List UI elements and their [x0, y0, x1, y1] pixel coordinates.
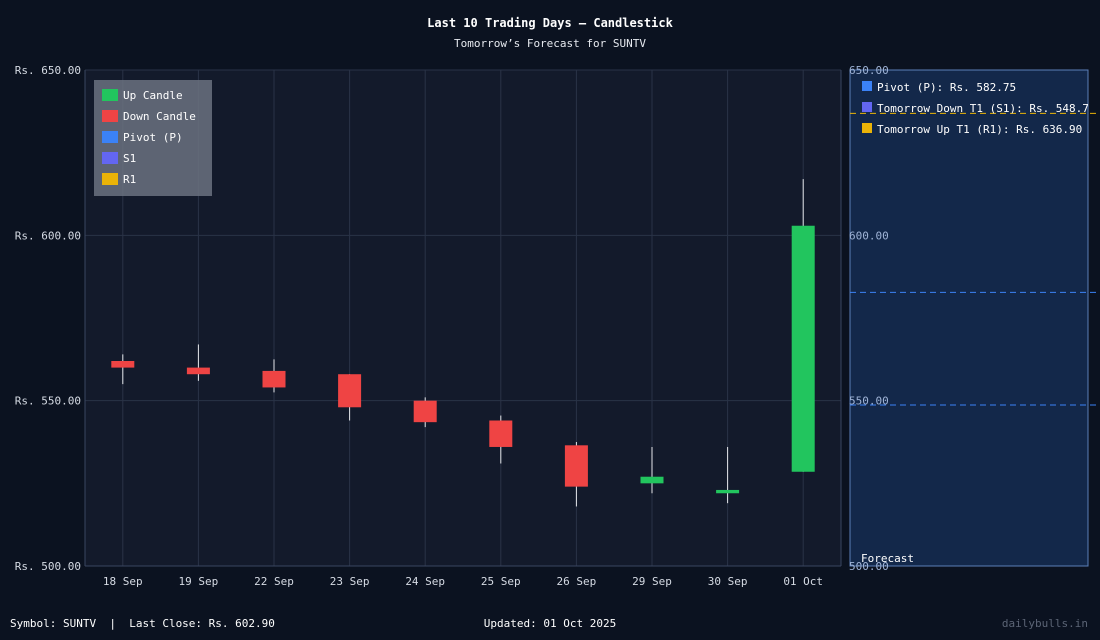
x-tick-label: 23 Sep: [330, 575, 370, 588]
forecast-legend: Pivot (P): Rs. 582.75 Tomorrow Down T1 (S…: [862, 81, 1089, 136]
y-axis-ticks: Rs. 500.00 500.00 Rs. 550.00 550.00 Rs. 600.…: [15, 64, 889, 573]
x-tick-label: 24 Sep: [405, 575, 445, 588]
forecast-r1-label: Tomorrow Up T1 (R1): Rs. 636.90: [877, 123, 1082, 136]
chart-subtitle: Tomorrow’s Forecast for SUNTV: [454, 37, 646, 50]
x-tick-label: 01 Oct: [783, 575, 823, 588]
forecast-r1-swatch: [862, 123, 872, 133]
x-axis-ticks: 18 Sep 19 Sep 22 Sep 23 Sep 24 Sep 25 Sep 26 S…: [103, 575, 823, 588]
y-tick-label-left: Rs. 500.00: [15, 560, 81, 573]
forecast-pivot-swatch: [862, 81, 872, 91]
legend: Up Candle Down Candle Pivot (P) S1 R1: [94, 80, 212, 196]
y-tick-label-left: Rs. 650.00: [15, 64, 81, 77]
up-candle-body: [716, 489, 740, 494]
legend-s1-label: S1: [123, 152, 136, 165]
y-tick-label-right: 650.00: [849, 64, 889, 77]
down-candle-body: [111, 360, 135, 368]
x-tick-label: 26 Sep: [557, 575, 597, 588]
down-candle-body: [564, 445, 588, 487]
legend-up-candle-label: Up Candle: [123, 89, 183, 102]
down-candle-body: [262, 370, 286, 388]
x-tick-label: 18 Sep: [103, 575, 143, 588]
legend-r1-label: R1: [123, 173, 136, 186]
y-tick-label-right: 500.00: [849, 560, 889, 573]
forecast-panel: [849, 69, 1089, 567]
y-tick-label-right: 550.00: [849, 395, 889, 408]
forecast-lines: [850, 112, 1098, 406]
x-tick-label: 19 Sep: [179, 575, 219, 588]
x-tick-label: 30 Sep: [708, 575, 748, 588]
legend-pivot-swatch: [102, 131, 118, 143]
candle-series: [111, 179, 815, 507]
down-candle-body: [413, 400, 437, 423]
down-candle-body: [338, 374, 362, 408]
forecast-s1-swatch: [862, 102, 872, 112]
legend-down-candle-label: Down Candle: [123, 110, 196, 123]
y-tick-label-left: Rs. 600.00: [15, 229, 81, 242]
forecast-pivot-label: Pivot (P): Rs. 582.75: [877, 81, 1016, 94]
footer-symbol: Symbol: SUNTV | Last Close: Rs. 602.90: [10, 617, 275, 630]
down-candle-body: [186, 367, 210, 375]
y-tick-label-right: 600.00: [849, 229, 889, 242]
chart-title: Last 10 Trading Days – Candlestick: [427, 16, 673, 30]
y-tick-label-left: Rs. 550.00: [15, 395, 81, 408]
up-candle-body: [791, 225, 815, 472]
x-tick-label: 25 Sep: [481, 575, 521, 588]
legend-pivot-label: Pivot (P): [123, 131, 183, 144]
legend-down-candle-swatch: [102, 110, 118, 122]
forecast-label: Forecast: [861, 552, 914, 565]
forecast-s1-label: Tomorrow Down T1 (S1): Rs. 548.7: [877, 102, 1089, 115]
down-candle-body: [489, 420, 513, 447]
legend-s1-swatch: [102, 152, 118, 164]
legend-r1-swatch: [102, 173, 118, 185]
x-tick-label: 29 Sep: [632, 575, 672, 588]
x-tick-label: 22 Sep: [254, 575, 294, 588]
legend-up-candle-swatch: [102, 89, 118, 101]
footer-updated: Updated: 01 Oct 2025: [484, 617, 616, 630]
up-candle-body: [640, 476, 664, 484]
footer-brand: dailybulls.in: [1002, 617, 1088, 630]
